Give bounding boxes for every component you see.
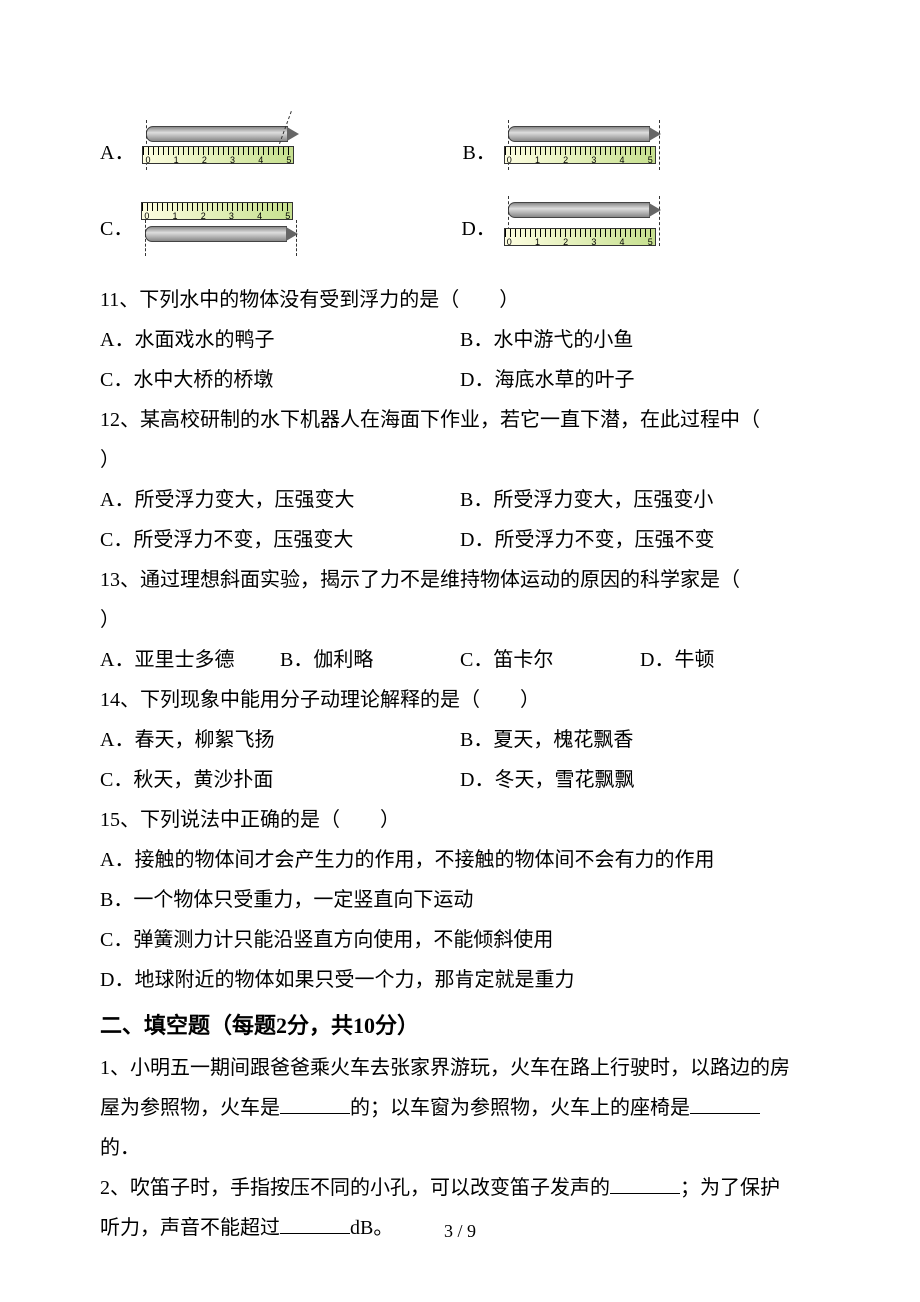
q14-stem: 14、下列现象中能用分子动理论解释的是（ ） xyxy=(100,680,820,720)
ruler-num: 1 xyxy=(173,211,178,221)
fb1-line1: 1、小明五一期间跟爸爸乘火车去张家界游玩，火车在路上行驶时，以路边的房 xyxy=(100,1048,820,1088)
q14-opt-d: D．冬天，雪花飘飘 xyxy=(460,760,820,800)
ruler-num: 5 xyxy=(648,155,653,165)
ruler-num: 0 xyxy=(145,155,150,165)
q11-stem: 11、下列水中的物体没有受到浮力的是（ ） xyxy=(100,280,820,320)
ruler-num: 2 xyxy=(563,155,568,165)
ruler-num: 0 xyxy=(507,237,512,247)
ruler-num: 4 xyxy=(257,211,262,221)
q10-opt-b-label: B． xyxy=(462,136,495,165)
fb1-text-a: 屋为参照物，火车是 xyxy=(100,1097,280,1119)
fb1-line2: 屋为参照物，火车是 的；以车窗为参照物，火车上的座椅是 xyxy=(100,1088,820,1128)
section-2-title: 二、填空题（每题2分，共10分） xyxy=(100,1004,820,1048)
q12-stem-line2: ） xyxy=(100,440,820,480)
fb1-blank-2[interactable] xyxy=(690,1093,760,1114)
fb1-blank-1[interactable] xyxy=(280,1093,350,1114)
q11-opt-a: A．水面戏水的鸭子 xyxy=(100,320,460,360)
fb2-text-a: 2、吹笛子时，手指按压不同的小孔，可以改变笛子发声的 xyxy=(100,1177,610,1199)
fb2-line1: 2、吹笛子时，手指按压不同的小孔，可以改变笛子发声的 ；为了保护 xyxy=(100,1168,820,1208)
ruler-num: 3 xyxy=(591,237,596,247)
ruler-num: 3 xyxy=(229,211,234,221)
q15-stem: 15、下列说法中正确的是（ ） xyxy=(100,800,820,840)
q13-opt-c: C．笛卡尔 xyxy=(460,640,640,680)
q11-opt-c: C．水中大桥的桥墩 xyxy=(100,360,460,400)
q10-opt-c-figure: 0 1 2 3 4 5 xyxy=(141,196,321,256)
q12-opt-d: D．所受浮力不变，压强不变 xyxy=(460,520,820,560)
ruler-num: 5 xyxy=(648,237,653,247)
q15-opt-a: A．接触的物体间才会产生力的作用，不接触的物体间不会有力的作用 xyxy=(100,840,820,880)
page-number: 3 / 9 xyxy=(0,1221,920,1242)
ruler-num: 2 xyxy=(563,237,568,247)
ruler-num: 3 xyxy=(230,155,235,165)
q13-stem-line2: ） xyxy=(100,600,820,640)
q10-opt-d-label: D． xyxy=(461,212,495,241)
q10-opt-b-figure: 0 1 2 3 4 5 xyxy=(504,120,684,180)
q15-opt-d: D．地球附近的物体如果只受一个力，那肯定就是重力 xyxy=(100,960,820,1000)
ruler-num: 4 xyxy=(620,155,625,165)
q12-opt-a: A．所受浮力变大，压强变大 xyxy=(100,480,460,520)
q12-stem-line1: 12、某高校研制的水下机器人在海面下作业，若它一直下潜，在此过程中（ xyxy=(100,400,820,440)
fb2-blank-1[interactable] xyxy=(610,1173,680,1194)
ruler-num: 1 xyxy=(174,155,179,165)
q15-opt-c: C．弹簧测力计只能沿竖直方向使用，不能倾斜使用 xyxy=(100,920,820,960)
q11-opt-d: D．海底水草的叶子 xyxy=(460,360,820,400)
q10-opt-a-label: A． xyxy=(100,136,134,165)
fb1-line3: 的． xyxy=(100,1128,820,1168)
q14-opt-b: B．夏天，槐花飘香 xyxy=(460,720,820,760)
q12-opt-b: B．所受浮力变大，压强变小 xyxy=(460,480,820,520)
fb2-text-b: ；为了保护 xyxy=(680,1177,780,1199)
ruler-num: 0 xyxy=(507,155,512,165)
q15-opt-b: B．一个物体只受重力，一定竖直向下运动 xyxy=(100,880,820,920)
q13-opt-d: D．牛顿 xyxy=(640,640,820,680)
ruler-num: 4 xyxy=(258,155,263,165)
ruler-num: 1 xyxy=(535,237,540,247)
q13-opt-b: B．伽利略 xyxy=(280,640,460,680)
q14-opt-a: A．春天，柳絮飞扬 xyxy=(100,720,460,760)
ruler-num: 3 xyxy=(591,155,596,165)
ruler-num: 2 xyxy=(201,211,206,221)
ruler-num: 5 xyxy=(285,211,290,221)
q10-opt-a-figure: 0 1 2 3 4 5 xyxy=(142,120,322,180)
ruler-num: 1 xyxy=(535,155,540,165)
ruler-num: 2 xyxy=(202,155,207,165)
q13-stem-line1: 13、通过理想斜面实验，揭示了力不是维持物体运动的原因的科学家是（ xyxy=(100,560,820,600)
ruler-num: 4 xyxy=(620,237,625,247)
ruler-num: 5 xyxy=(286,155,291,165)
q10-opt-c-label: C． xyxy=(100,212,133,241)
fb1-text-b: 的；以车窗为参照物，火车上的座椅是 xyxy=(350,1097,690,1119)
q13-opt-a: A．亚里士多德 xyxy=(100,640,280,680)
q11-opt-b: B．水中游弋的小鱼 xyxy=(460,320,820,360)
q12-opt-c: C．所受浮力不变，压强变大 xyxy=(100,520,460,560)
q10-opt-d-figure: 0 1 2 3 4 5 xyxy=(504,196,684,256)
q14-opt-c: C．秋天，黄沙扑面 xyxy=(100,760,460,800)
